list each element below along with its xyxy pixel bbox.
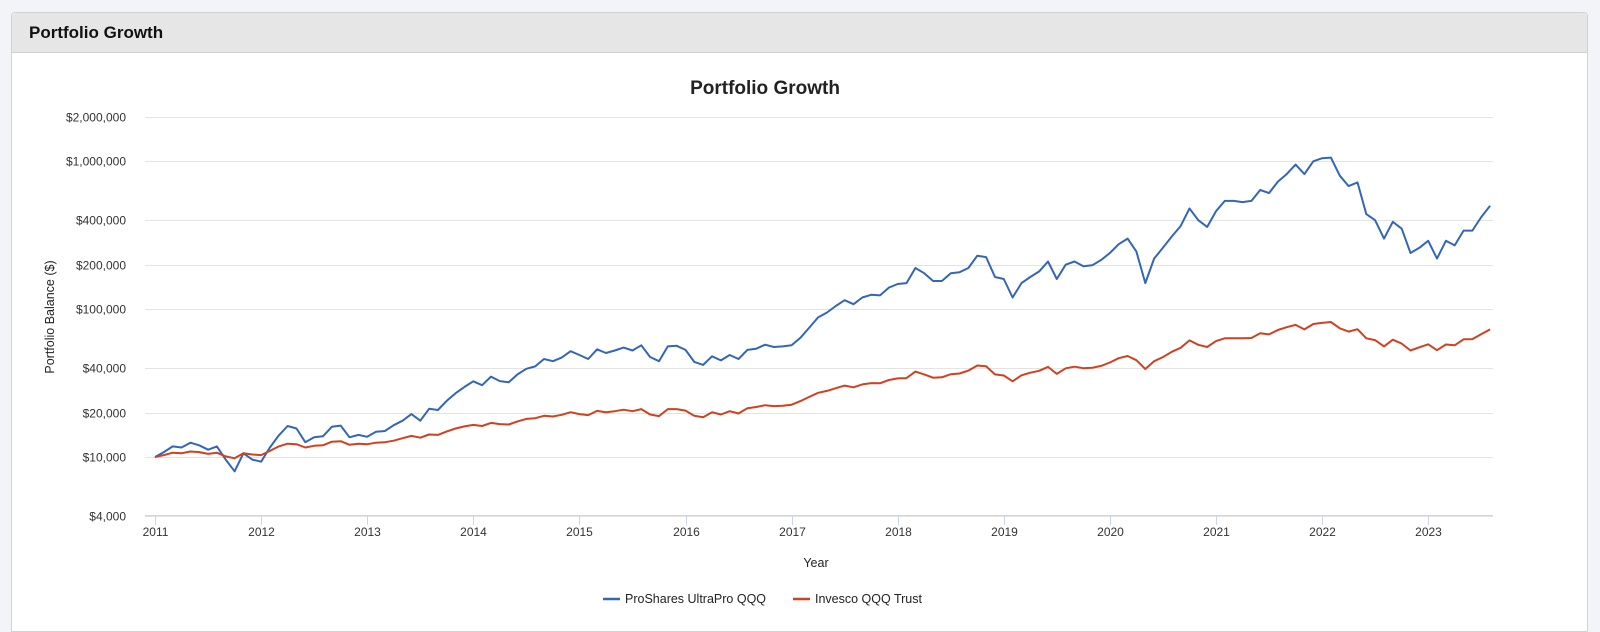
x-tick-label: 2014 [460,525,487,539]
y-tick-label: $200,000 [76,259,126,273]
legend-item-invesco[interactable]: Invesco QQQ Trust [793,592,923,606]
panel-header: Portfolio Growth [12,13,1587,53]
x-tick-label: 2023 [1415,525,1442,539]
y-tick-label: $4,000 [89,510,126,524]
gridlines [145,117,1493,517]
x-tick-label: 2020 [1097,525,1124,539]
chart-title: Portfolio Growth [690,78,840,99]
x-tick-label: 2013 [354,525,381,539]
x-axis-title: Year [803,556,828,570]
legend-label-proshares: ProShares UltraPro QQQ [625,592,766,606]
x-tick-label: 2019 [991,525,1018,539]
x-tick-label: 2012 [248,525,275,539]
y-tick-label: $100,000 [76,303,126,317]
y-tick-label: $20,000 [83,407,127,421]
legend-item-proshares[interactable]: ProShares UltraPro QQQ [603,592,766,606]
x-axis: 2011 2012 2013 2014 2015 2016 2017 2018 2019 2020… [143,515,1493,539]
legend-label-invesco: Invesco QQQ Trust [815,592,923,606]
x-tick-label: 2018 [885,525,912,539]
legend: ProShares UltraPro QQQ Invesco QQQ Trust [603,592,923,606]
series-line-invesco [154,321,1491,460]
panel-title: Portfolio Growth [29,22,164,42]
y-tick-label: $10,000 [83,451,127,465]
x-tick-label: 2011 [143,525,169,539]
x-tick-label: 2017 [779,525,806,539]
y-tick-label: $400,000 [76,214,126,228]
series-lines [154,156,1491,473]
y-tick-label: $2,000,000 [66,111,126,125]
y-axis-title: Portfolio Balance ($) [43,260,57,373]
x-tick-label: 2016 [673,525,700,539]
x-tick-label: 2021 [1203,525,1230,539]
x-tick-label: 2015 [566,525,593,539]
y-tick-label: $40,000 [83,362,127,376]
y-axis-ticks: $2,000,000 $1,000,000 $400,000 $200,000 $100… [66,111,126,524]
series-line-proshares [154,156,1491,473]
x-tick-label: 2022 [1309,525,1336,539]
y-tick-label: $1,000,000 [66,155,126,169]
